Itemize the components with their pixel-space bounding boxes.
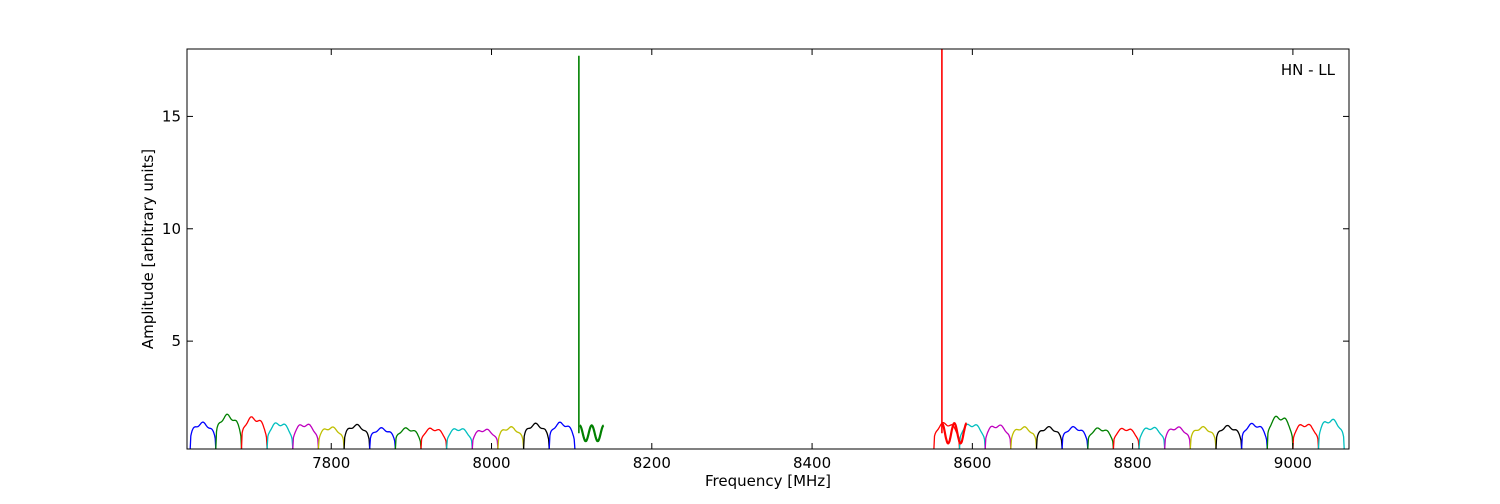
channel-series-2 <box>240 416 268 450</box>
x-tick-label: 8600 <box>953 454 991 472</box>
channel-series-15 <box>933 421 961 450</box>
channel-series-1 <box>215 413 243 450</box>
channel-series-9 <box>420 427 448 450</box>
channel-series-26 <box>1215 424 1243 450</box>
channel-series-25 <box>1189 425 1217 450</box>
axis-ticks: 7800 8000 8200 8400 8600 8800 9000 5 10 15 <box>162 49 1349 472</box>
x-tick-label: 9000 <box>1274 454 1312 472</box>
channel-series-4 <box>292 423 320 450</box>
channel-series-8 <box>394 427 422 450</box>
ripple-series-0 <box>579 424 605 443</box>
channel-series-30 <box>1317 418 1345 450</box>
channel-series-28 <box>1266 415 1294 450</box>
spectrum-lines <box>189 49 1345 450</box>
channel-series-22 <box>1112 427 1140 450</box>
x-tick-label: 8800 <box>1114 454 1152 472</box>
channel-series-24 <box>1164 426 1191 450</box>
channel-series-6 <box>343 423 371 450</box>
x-tick-label: 8400 <box>793 454 831 472</box>
channel-series-13 <box>522 422 550 450</box>
channel-series-23 <box>1138 426 1166 450</box>
y-tick-label: 10 <box>162 220 181 238</box>
channel-series-27 <box>1240 422 1268 450</box>
x-axis-label: Frequency [MHz] <box>705 472 831 490</box>
channel-series-10 <box>445 428 473 450</box>
chart-annotation: HN - LL <box>1281 61 1336 79</box>
x-tick-label: 8000 <box>472 454 510 472</box>
channel-series-14 <box>548 421 576 450</box>
channel-series-19 <box>1035 425 1063 450</box>
y-axis-label: Amplitude [arbitrary units] <box>139 149 157 349</box>
channel-series-29 <box>1292 423 1320 450</box>
channel-series-12 <box>497 426 525 450</box>
channel-series-3 <box>266 422 294 450</box>
channel-series-11 <box>471 428 499 450</box>
channel-series-0 <box>189 421 217 450</box>
y-tick-label: 5 <box>171 332 181 350</box>
channel-series-17 <box>984 424 1012 450</box>
x-tick-label: 7800 <box>312 454 350 472</box>
channel-series-7 <box>369 427 397 450</box>
x-tick-label: 8200 <box>633 454 671 472</box>
channel-series-20 <box>1061 425 1089 450</box>
ripple-series-1 <box>941 421 968 445</box>
y-tick-label: 15 <box>162 107 181 125</box>
channel-series-21 <box>1087 427 1115 450</box>
channel-series-18 <box>1010 426 1038 450</box>
channel-series-5 <box>317 426 345 450</box>
plot-frame <box>186 48 1350 450</box>
